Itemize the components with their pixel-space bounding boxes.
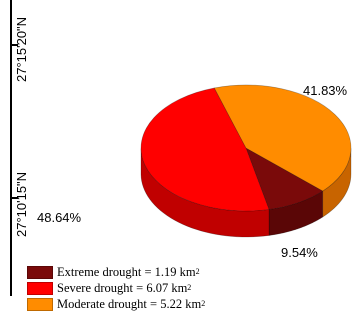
legend-item-severe: Severe drought = 6.07 km 2 [27,280,205,296]
lat-tick-bottom [10,197,18,199]
pie-slice-severe [140,87,270,212]
legend-item-extreme: Extreme drought = 1.19 km 2 [27,264,205,280]
pie-value-label-moderate: 41.83% [303,83,348,98]
pie-value-label-extreme: 9.54% [281,245,318,260]
legend-swatch-severe [27,281,53,295]
legend-swatch-moderate [27,297,53,311]
map-frame-line [10,0,12,296]
legend: Extreme drought = 1.19 km 2 Severe drough… [27,264,205,312]
legend-item-moderate: Moderate drought = 5.22 km 2 [27,296,205,312]
legend-label-extreme: Extreme drought = 1.19 km [57,264,196,279]
pie-tops [140,84,352,212]
lat-tick-top [10,44,18,46]
pie-slice-moderate [213,84,352,192]
pie-labels: 9.54% 48.64% 41.83% [37,83,348,260]
pie-value-label-severe: 48.64% [37,210,82,225]
pie-slice-extreme [245,147,324,210]
legend-label-moderate: Moderate drought = 5.22 km [57,296,202,311]
legend-swatch-extreme [27,265,53,279]
legend-label-severe: Severe drought = 6.07 km [57,280,188,295]
